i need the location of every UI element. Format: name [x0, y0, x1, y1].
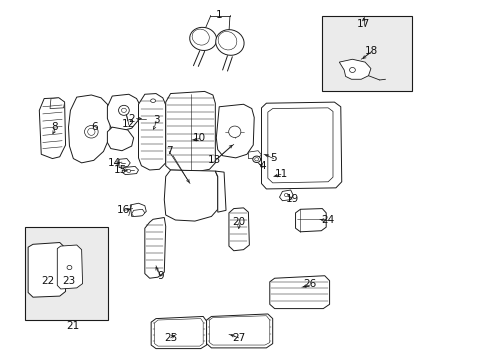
Polygon shape: [131, 209, 144, 216]
Text: 19: 19: [285, 194, 298, 203]
Ellipse shape: [118, 105, 129, 115]
Polygon shape: [267, 108, 332, 183]
Polygon shape: [206, 314, 272, 348]
Polygon shape: [151, 316, 206, 348]
Text: 21: 21: [66, 321, 80, 331]
Text: 22: 22: [41, 276, 54, 286]
Ellipse shape: [121, 108, 126, 112]
Polygon shape: [164, 170, 217, 221]
Text: 10: 10: [193, 133, 206, 143]
Text: 16: 16: [117, 205, 130, 215]
Ellipse shape: [126, 170, 130, 172]
Polygon shape: [215, 171, 225, 212]
Text: 1: 1: [216, 10, 222, 20]
Ellipse shape: [87, 128, 95, 135]
Polygon shape: [130, 203, 146, 216]
Polygon shape: [339, 59, 370, 79]
Ellipse shape: [218, 31, 236, 50]
Ellipse shape: [150, 99, 155, 103]
Polygon shape: [209, 316, 269, 345]
Polygon shape: [39, 98, 65, 158]
Text: 25: 25: [163, 333, 177, 343]
Text: 18: 18: [365, 46, 378, 56]
Polygon shape: [50, 98, 64, 109]
Polygon shape: [138, 94, 165, 170]
Text: 26: 26: [303, 279, 316, 289]
Text: 23: 23: [62, 276, 75, 286]
Polygon shape: [295, 208, 325, 232]
Text: 11: 11: [274, 168, 287, 179]
Ellipse shape: [284, 193, 287, 197]
Polygon shape: [57, 245, 82, 289]
Text: 9: 9: [157, 271, 164, 281]
Ellipse shape: [84, 126, 98, 138]
Text: 4: 4: [259, 161, 266, 171]
Polygon shape: [107, 94, 140, 131]
Ellipse shape: [254, 158, 258, 161]
Polygon shape: [144, 217, 165, 278]
Text: 20: 20: [232, 217, 244, 227]
Ellipse shape: [228, 126, 241, 138]
Polygon shape: [107, 127, 133, 151]
Text: 15: 15: [114, 165, 127, 175]
Text: 6: 6: [91, 122, 98, 132]
Text: 13: 13: [207, 156, 221, 165]
Polygon shape: [269, 276, 329, 309]
Bar: [322, 16, 411, 91]
Ellipse shape: [349, 67, 355, 72]
Ellipse shape: [252, 156, 260, 162]
Polygon shape: [248, 151, 261, 158]
Text: 2: 2: [128, 113, 135, 123]
Polygon shape: [228, 208, 249, 251]
Text: 27: 27: [232, 333, 245, 343]
Text: 5: 5: [270, 153, 276, 163]
Text: 24: 24: [321, 215, 334, 225]
Ellipse shape: [215, 30, 244, 55]
Text: 17: 17: [356, 18, 369, 28]
Polygon shape: [165, 91, 215, 171]
Polygon shape: [279, 190, 292, 201]
Bar: [25, 227, 108, 320]
Ellipse shape: [189, 27, 216, 50]
Polygon shape: [216, 104, 254, 158]
Ellipse shape: [67, 265, 72, 270]
Polygon shape: [68, 95, 111, 163]
Polygon shape: [154, 319, 203, 346]
Polygon shape: [28, 243, 65, 297]
Text: 3: 3: [152, 115, 159, 125]
Ellipse shape: [192, 29, 209, 45]
Text: 14: 14: [107, 158, 121, 168]
Polygon shape: [122, 166, 138, 175]
Polygon shape: [261, 102, 341, 189]
Text: 12: 12: [122, 118, 135, 129]
Polygon shape: [119, 158, 130, 167]
Text: 7: 7: [165, 146, 172, 156]
Text: 8: 8: [51, 122, 58, 132]
